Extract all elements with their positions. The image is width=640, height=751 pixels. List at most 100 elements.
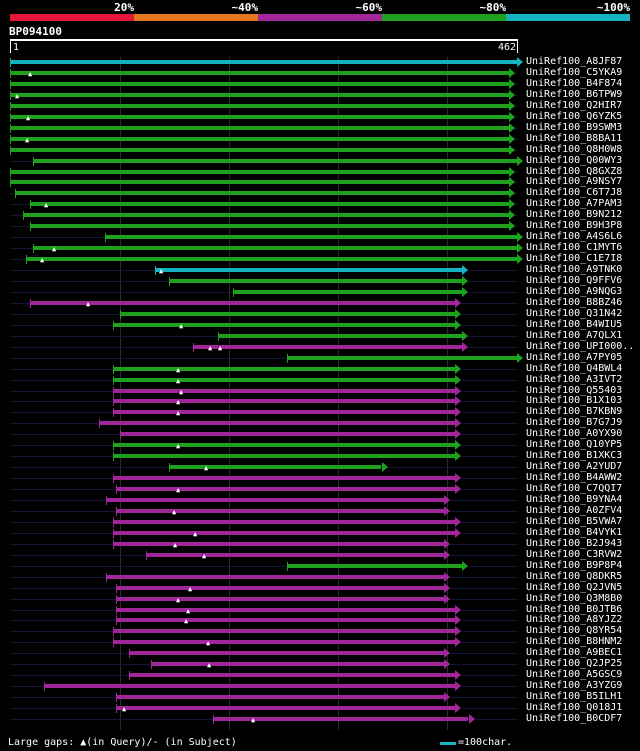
- hit-label[interactable]: UniRef100_B7G7J9: [526, 417, 623, 428]
- hit-row[interactable]: UniRef100_A8JF87: [0, 56, 640, 68]
- hit-label[interactable]: UniRef100_B9YNA4: [526, 494, 623, 505]
- hit-row[interactable]: UniRef100_Q9FFV6: [0, 275, 640, 287]
- hit-row[interactable]: ▲ UniRef100_C1E7I8: [0, 253, 640, 265]
- hit-row[interactable]: UniRef100_A4S6L6: [0, 231, 640, 243]
- hit-row[interactable]: UniRef100_A9BEC1: [0, 647, 640, 659]
- hit-alignment-bar[interactable]: [113, 629, 455, 633]
- hit-row[interactable]: ▲ UniRef100_Q2JP25: [0, 658, 640, 670]
- hit-row[interactable]: UniRef100_B4AWW2: [0, 472, 640, 484]
- hit-row[interactable]: UniRef100_B9SWM3: [0, 122, 640, 134]
- hit-row[interactable]: ▲ UniRef100_B8BA11: [0, 133, 640, 145]
- hit-label[interactable]: UniRef100_B0CDF7: [526, 713, 623, 724]
- hit-alignment-bar[interactable]: [26, 257, 517, 261]
- hit-row[interactable]: UniRef100_Q31N42: [0, 308, 640, 320]
- hit-label[interactable]: UniRef100_Q8H0W8: [526, 144, 623, 155]
- hit-label[interactable]: UniRef100_A9BEC1: [526, 647, 623, 658]
- hit-row[interactable]: UniRef100_C6T7J8: [0, 187, 640, 199]
- hit-alignment-bar[interactable]: [116, 509, 445, 513]
- hit-label[interactable]: UniRef100_A9TNK0: [526, 264, 623, 275]
- hit-label[interactable]: UniRef100_A8YJZ2: [526, 614, 623, 625]
- hit-alignment-bar[interactable]: [120, 312, 455, 316]
- hit-alignment-bar[interactable]: [99, 421, 455, 425]
- hit-label[interactable]: UniRef100_Q10YP5: [526, 439, 623, 450]
- hit-label[interactable]: UniRef100_B4F874: [526, 78, 623, 89]
- hit-label[interactable]: UniRef100_B9N212: [526, 209, 623, 220]
- hit-row[interactable]: ▲ UniRef100_C7QQI7: [0, 483, 640, 495]
- hit-alignment-bar[interactable]: [113, 476, 455, 480]
- hit-row[interactable]: UniRef100_Q8DKR5: [0, 571, 640, 583]
- hit-label[interactable]: UniRef100_A7PY05: [526, 352, 623, 363]
- hit-label[interactable]: UniRef100_Q018J1: [526, 702, 623, 713]
- hit-alignment-bar[interactable]: [113, 520, 455, 524]
- hit-row[interactable]: UniRef100_A0YX90: [0, 428, 640, 440]
- hit-row[interactable]: UniRef100_Q8YR54: [0, 625, 640, 637]
- hit-label[interactable]: UniRef100_C3RVW2: [526, 549, 623, 560]
- hit-alignment-bar[interactable]: [120, 432, 455, 436]
- hit-alignment-bar[interactable]: [116, 608, 456, 612]
- hit-label[interactable]: UniRef100_A7PAM3: [526, 198, 623, 209]
- hit-label[interactable]: UniRef100_Q4BWL4: [526, 363, 623, 374]
- hit-label[interactable]: UniRef100_B1XKC3: [526, 450, 623, 461]
- hit-row[interactable]: ▲ UniRef100_Q55403: [0, 385, 640, 397]
- hit-alignment-bar[interactable]: [113, 542, 444, 546]
- hit-alignment-bar[interactable]: [113, 640, 455, 644]
- hit-label[interactable]: UniRef100_Q2JVN5: [526, 582, 623, 593]
- hit-label[interactable]: UniRef100_A0YX90: [526, 428, 623, 439]
- hit-alignment-bar[interactable]: [113, 399, 455, 403]
- hit-alignment-bar[interactable]: [113, 367, 455, 371]
- hit-alignment-bar[interactable]: [10, 71, 509, 75]
- hit-label[interactable]: UniRef100_Q00WY3: [526, 155, 623, 166]
- hit-alignment-bar[interactable]: [106, 498, 445, 502]
- hit-row[interactable]: UniRef100_A5GSC9: [0, 669, 640, 681]
- hit-alignment-bar[interactable]: [10, 104, 509, 108]
- hit-label[interactable]: UniRef100_A3YZG9: [526, 680, 623, 691]
- hit-label[interactable]: UniRef100_Q9FFV6: [526, 275, 623, 286]
- hit-label[interactable]: UniRef100_A9NSY7: [526, 176, 623, 187]
- hit-label[interactable]: UniRef100_B4AWW2: [526, 472, 623, 483]
- hit-alignment-bar[interactable]: [23, 213, 509, 217]
- hit-alignment-bar[interactable]: [113, 443, 455, 447]
- hit-row[interactable]: UniRef100_A3YZG9: [0, 680, 640, 692]
- hit-alignment-bar[interactable]: [116, 706, 456, 710]
- hit-alignment-bar[interactable]: [233, 290, 462, 294]
- hit-label[interactable]: UniRef100_C7QQI7: [526, 483, 623, 494]
- hit-label[interactable]: UniRef100_Q8DKR5: [526, 571, 623, 582]
- hit-label[interactable]: UniRef100_B0JTB6: [526, 604, 623, 615]
- hit-label[interactable]: UniRef100_B9SWM3: [526, 122, 623, 133]
- hit-alignment-bar[interactable]: [287, 356, 517, 360]
- hit-label[interactable]: UniRef100_A5GSC9: [526, 669, 623, 680]
- hit-row[interactable]: UniRef100_Q8GXZ8: [0, 166, 640, 178]
- hit-row[interactable]: ▲ UniRef100_B4WIU5: [0, 319, 640, 331]
- hit-row[interactable]: ▲ UniRef100_A7PAM3: [0, 198, 640, 210]
- hit-label[interactable]: UniRef100_B5VWA7: [526, 516, 623, 527]
- hit-alignment-bar[interactable]: [116, 618, 456, 622]
- hit-label[interactable]: UniRef100_A4S6L6: [526, 231, 623, 242]
- hit-alignment-bar[interactable]: [106, 575, 445, 579]
- hit-row[interactable]: ▲ UniRef100_C1MYT6: [0, 242, 640, 254]
- hit-alignment-bar[interactable]: [116, 487, 456, 491]
- hit-alignment-bar[interactable]: [33, 159, 517, 163]
- hit-label[interactable]: UniRef100_C1MYT6: [526, 242, 623, 253]
- hit-alignment-bar[interactable]: [105, 235, 517, 239]
- hit-label[interactable]: UniRef100_C1E7I8: [526, 253, 623, 264]
- hit-alignment-bar[interactable]: [30, 301, 456, 305]
- hit-row[interactable]: ▲ UniRef100_A0ZFV4: [0, 505, 640, 517]
- hit-alignment-bar[interactable]: [30, 224, 510, 228]
- hit-alignment-bar[interactable]: [151, 662, 445, 666]
- hit-row[interactable]: UniRef100_B1XKC3: [0, 450, 640, 462]
- hit-label[interactable]: UniRef100_A8JF87: [526, 56, 623, 67]
- hit-label[interactable]: UniRef100_B4VYK1: [526, 527, 623, 538]
- hit-alignment-bar[interactable]: [213, 717, 468, 721]
- hit-row[interactable]: ▲ UniRef100_C5YKA9: [0, 67, 640, 79]
- hit-row[interactable]: ▲ UniRef100_B7KBN9: [0, 406, 640, 418]
- hit-row[interactable]: UniRef100_B4F874: [0, 78, 640, 90]
- hit-row[interactable]: UniRef100_A7QLX1: [0, 330, 640, 342]
- hit-label[interactable]: UniRef100_B8HNM2: [526, 636, 623, 647]
- hit-label[interactable]: UniRef100_Q2JP25: [526, 658, 623, 669]
- hit-row[interactable]: ▲ UniRef100_Q2JVN5: [0, 582, 640, 594]
- hit-label[interactable]: UniRef100_B6TPW9: [526, 89, 623, 100]
- hit-alignment-bar[interactable]: [113, 410, 455, 414]
- hit-label[interactable]: UniRef100_B1X103: [526, 395, 623, 406]
- hit-alignment-bar[interactable]: [10, 148, 509, 152]
- hit-alignment-bar[interactable]: [10, 93, 509, 97]
